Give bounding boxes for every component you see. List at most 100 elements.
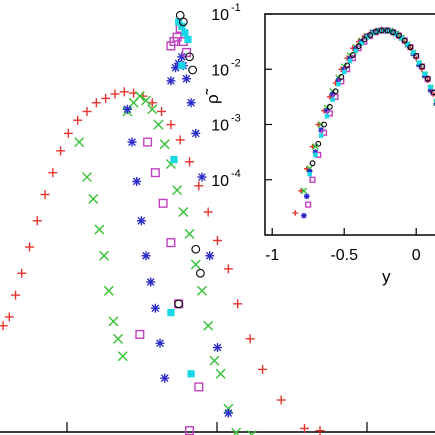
inset-point-circle xyxy=(430,89,435,96)
inset-point-filled-square xyxy=(388,28,393,34)
inset-point-plus xyxy=(309,143,316,150)
main-point-star xyxy=(186,98,196,108)
inset-point-circle xyxy=(367,32,374,38)
inset-x-tick-label: 0 xyxy=(412,247,421,264)
main-point-open-square xyxy=(166,238,176,248)
inset-point-filled-square xyxy=(405,42,410,47)
main-point-plus xyxy=(40,190,50,200)
inset-point-filled-square xyxy=(428,84,433,90)
main-point-cross xyxy=(172,185,183,196)
main-point-filled-square xyxy=(181,29,189,37)
inset-point-circle xyxy=(361,36,368,43)
inset-point-circle xyxy=(424,75,431,82)
main-point-open-square xyxy=(185,426,195,435)
inset-point-circle xyxy=(355,43,362,49)
main-point-cross xyxy=(117,351,128,362)
main-point-plus xyxy=(25,242,35,252)
main-point-cross xyxy=(94,224,105,235)
inset-point-filled-square xyxy=(359,41,364,46)
main-point-plus xyxy=(101,93,111,103)
main-point-plus xyxy=(258,364,268,374)
inset-point-open-square xyxy=(344,66,351,73)
inset-plot: -1 -0.5 010-110-210-310-4 ρ̃ y xyxy=(203,2,435,286)
inset-y-tick-label: 10 xyxy=(211,7,229,24)
main-point-plus xyxy=(276,395,286,405)
inset-point-circle xyxy=(315,140,322,147)
main-point-cross xyxy=(103,285,114,296)
inset-point-circle xyxy=(309,160,316,167)
inset-point-plus xyxy=(303,165,310,172)
inset-point-circle xyxy=(413,53,420,59)
main-point-circle xyxy=(174,299,184,309)
inset-point-filled-square xyxy=(341,69,347,75)
main-point-open-square xyxy=(143,137,153,147)
inset-point-filled-square xyxy=(347,58,353,64)
main-point-plus xyxy=(194,181,204,191)
inset-point-filled-square xyxy=(399,36,405,41)
inset-point-circle xyxy=(378,27,385,34)
main-point-filled-square xyxy=(184,35,192,43)
main-point-star xyxy=(205,251,215,261)
main-point-plus xyxy=(213,235,222,245)
inset-background xyxy=(258,10,435,235)
main-point-star xyxy=(160,373,170,383)
inset-point-open-square xyxy=(332,93,339,100)
inset-point-circle xyxy=(372,28,379,35)
main-point-star xyxy=(141,251,151,261)
main-point-plus xyxy=(315,426,325,435)
main-point-star xyxy=(166,76,176,86)
main-point-plus xyxy=(32,216,42,226)
main-point-cross xyxy=(108,316,119,327)
main-point-plus xyxy=(119,87,129,97)
inset-y-tick-exponent: -2 xyxy=(231,57,241,69)
inset-point-filled-square xyxy=(376,28,381,34)
inset-point-open-square xyxy=(309,176,316,183)
inset-point-circle xyxy=(384,27,391,34)
inset-point-open-square xyxy=(355,45,362,52)
inset-point-filled-square xyxy=(313,152,318,158)
inset-point-circle xyxy=(395,32,402,39)
inset-point-filled-square xyxy=(318,133,324,138)
main-point-plus xyxy=(233,299,243,309)
inset-ticks: -1 -0.5 010-110-210-310-4 xyxy=(211,2,421,264)
main-point-plus xyxy=(0,321,8,331)
main-point-star xyxy=(127,137,137,147)
main-point-plus xyxy=(63,128,73,138)
main-point-filled-square xyxy=(187,370,195,378)
main-point-cross xyxy=(88,193,99,204)
main-point-star xyxy=(132,176,142,186)
inset-point-filled-square xyxy=(330,97,335,102)
main-point-open-square xyxy=(150,168,160,178)
main-point-cross xyxy=(141,95,152,106)
inset-point-circle xyxy=(321,121,327,128)
inset-point-plus xyxy=(315,121,322,128)
main-point-plus xyxy=(175,135,185,145)
inset-x-axis-label: y xyxy=(382,267,391,286)
main-point-plus xyxy=(147,98,157,108)
inset-point-filled-square xyxy=(422,71,428,76)
main-axes xyxy=(0,422,435,433)
inset-point-circle xyxy=(390,29,397,36)
main-point-star xyxy=(197,172,207,182)
inset-point-filled-square xyxy=(336,81,341,87)
main-point-circle xyxy=(185,52,194,62)
main-point-cross xyxy=(134,91,145,102)
inset-point-filled-square xyxy=(365,34,370,40)
main-point-plus xyxy=(11,290,21,300)
main-data-marks xyxy=(0,10,325,435)
inset-point-filled-square xyxy=(307,171,312,177)
main-point-star xyxy=(223,408,233,418)
main-point-cross xyxy=(184,228,195,239)
main-plot xyxy=(0,10,435,435)
main-point-star xyxy=(181,74,191,84)
inset-point-filled-square xyxy=(370,31,376,36)
main-point-circle xyxy=(188,65,198,75)
main-point-plus xyxy=(300,423,309,433)
main-point-star xyxy=(213,343,222,353)
inset-data-marks xyxy=(292,26,435,219)
inset-y-tick-label: 10 xyxy=(211,62,229,79)
main-point-plus xyxy=(4,312,14,322)
main-point-plus xyxy=(48,168,58,178)
main-point-circle xyxy=(196,268,205,278)
main-point-star xyxy=(150,303,160,313)
